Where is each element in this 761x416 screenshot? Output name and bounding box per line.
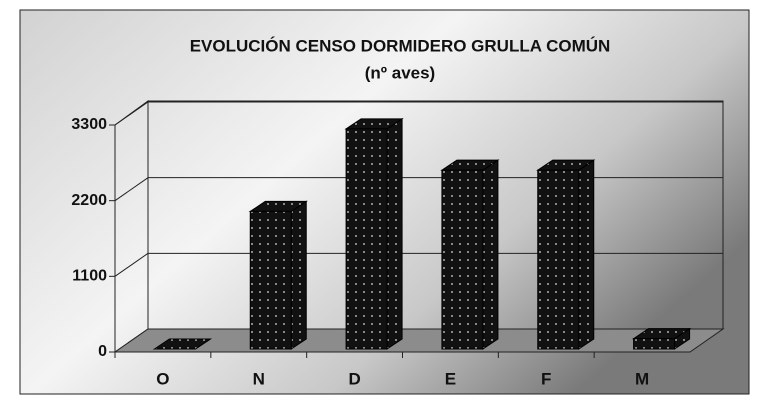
x-tick-label: N: [253, 369, 265, 388]
y-tick-label: 2200: [71, 192, 107, 209]
grid-line: [114, 252, 149, 277]
grid-line: [114, 177, 149, 202]
bar-side: [482, 159, 499, 350]
bar-top: [152, 338, 213, 350]
y-tick-label: 3300: [71, 116, 107, 133]
bar: [633, 338, 676, 350]
bar: [249, 210, 292, 350]
x-tick-label: D: [348, 369, 360, 388]
y-tick-label: 1100: [72, 268, 107, 285]
bar-side: [386, 117, 403, 350]
y-tick-label: 0: [98, 343, 107, 360]
chart-subtitle: (nº aves): [365, 63, 435, 82]
bar: [537, 169, 580, 350]
x-tick-label: M: [635, 369, 649, 388]
x-tick-label: E: [445, 369, 456, 388]
chart-title: EVOLUCIÓN CENSO DORMIDERO GRULLA COMÚN: [190, 36, 611, 55]
bar: [441, 169, 484, 350]
grid-line: [114, 101, 149, 126]
x-tick-label: F: [541, 369, 551, 388]
bar-side: [290, 200, 307, 350]
bar: [345, 128, 388, 350]
x-tick-label: O: [156, 369, 169, 388]
bar-side: [578, 159, 595, 350]
